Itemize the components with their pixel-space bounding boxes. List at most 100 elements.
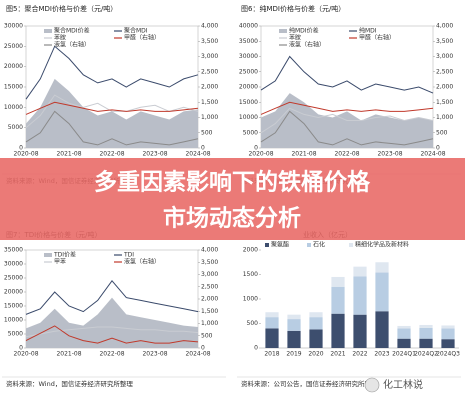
x-tick-label: 2023-08 — [142, 351, 167, 358]
tick-label: 20000 — [4, 63, 23, 70]
bar-segment — [441, 328, 455, 340]
x-tick-label: 2021-08 — [56, 151, 81, 158]
tick-label: 3,000 — [436, 53, 453, 60]
tick-label: 1,000 — [436, 114, 453, 121]
bar-segment — [265, 328, 279, 348]
legend-label: 甲醛（右轴） — [124, 34, 160, 42]
bar-segment — [309, 329, 323, 348]
x-tick-label: 2024Q2 — [414, 351, 438, 358]
chart-title: 图6：纯MDI价格与价差（元/吨） — [241, 4, 345, 13]
legend-label: 纯MDI — [359, 27, 377, 35]
tick-label: 500 — [436, 129, 448, 136]
bar-segment — [309, 317, 323, 330]
tick-label: 500 — [201, 129, 213, 136]
banner-text: 市场动态分析 — [163, 205, 301, 232]
tick-label: 40000 — [239, 23, 258, 30]
legend-label: 聚合MDI — [124, 27, 148, 35]
tick-label: 5000 — [243, 129, 258, 136]
bar-segment — [287, 330, 301, 348]
bar-segment — [375, 311, 389, 348]
bar-segment — [331, 286, 345, 314]
legend-label: 液氯（右轴） — [289, 41, 325, 49]
x-tick-label: 2021-08 — [56, 351, 81, 358]
tick-label: 5000 — [8, 331, 23, 338]
legend-swatch — [44, 253, 52, 257]
line — [260, 107, 434, 134]
tick-label: 0 — [201, 345, 205, 352]
line — [25, 110, 199, 146]
tick-label: 15000 — [4, 84, 23, 91]
tick-label: 20000 — [239, 84, 258, 91]
legend-label: 精细化学品及新材料 — [355, 241, 409, 249]
bar-segment — [309, 312, 323, 318]
legend-label: 石化 — [313, 241, 325, 249]
tick-label: 1,500 — [201, 99, 218, 106]
tick-label: 2,500 — [201, 68, 218, 75]
x-tick-label: 2020 — [308, 351, 323, 358]
legend-label: 聚氨酯 — [271, 241, 289, 249]
banner-text: 多重因素影响下的铁桶价格 — [94, 169, 371, 196]
bar-segment — [287, 314, 301, 320]
x-tick-label: 2021 — [330, 351, 345, 358]
bar-segment — [419, 327, 433, 339]
bar-segment — [331, 313, 345, 348]
tick-label: 25000 — [4, 275, 23, 282]
tick-label: 15000 — [239, 99, 258, 106]
line — [25, 326, 199, 338]
x-tick-label: 2023 — [374, 351, 389, 358]
x-tick-label: 2024Q3 — [436, 351, 460, 358]
tick-label: 35000 — [239, 38, 258, 45]
bar-segment — [353, 266, 367, 277]
tick-label: 30000 — [239, 53, 258, 60]
tick-label: 1000 — [243, 296, 258, 303]
x-tick-label: 2024-08 — [185, 151, 210, 158]
tick-label: 1500 — [243, 271, 258, 278]
line — [25, 101, 199, 115]
legend-label: 甲醛（右轴） — [359, 34, 395, 42]
tick-label: 20000 — [4, 289, 23, 296]
tick-label: 10000 — [4, 317, 23, 324]
legend-swatch — [265, 243, 269, 247]
watermark: 化工林说 — [383, 378, 423, 391]
tick-label: 3,500 — [201, 259, 218, 266]
x-tick-label: 2022-08 — [334, 151, 359, 158]
tick-label: 2,000 — [201, 84, 218, 91]
legend-label: 苯胺 — [54, 34, 66, 42]
legend-label: 甲苯 — [54, 258, 66, 266]
legend-label: TDI — [123, 252, 134, 259]
bar-segment — [353, 314, 367, 348]
bar-segment — [397, 325, 411, 329]
tick-label: 1,500 — [436, 99, 453, 106]
legend-swatch — [44, 29, 52, 33]
tick-label: 0 — [19, 345, 23, 352]
tick-label: 1,000 — [201, 114, 218, 121]
tick-label: 0 — [254, 345, 258, 352]
tick-label: 30000 — [4, 23, 23, 30]
line — [25, 279, 199, 315]
bar-segment — [419, 324, 433, 328]
watermark-icon — [364, 377, 380, 393]
bar-segment — [375, 262, 389, 273]
tick-label: 0 — [201, 145, 205, 152]
area — [26, 78, 198, 148]
bar-segment — [353, 276, 367, 315]
banner — [0, 158, 465, 240]
source-note: 资料来源：Wind，国信证券经济研究所整理 — [6, 379, 133, 388]
tick-label: 1,000 — [201, 320, 218, 327]
tick-label: 1,500 — [201, 308, 218, 315]
line — [260, 55, 434, 94]
line — [25, 45, 199, 100]
tick-label: 35000 — [4, 247, 23, 254]
tick-label: 3,500 — [436, 38, 453, 45]
bar-segment — [397, 328, 411, 339]
chart-title: 图5：聚合MDI价格与价差（元/吨） — [6, 4, 117, 13]
x-tick-label: 2023-08 — [142, 151, 167, 158]
area — [26, 297, 198, 348]
tick-label: 4,000 — [436, 23, 453, 30]
x-tick-label: 2024-08 — [185, 351, 210, 358]
tick-label: 2,000 — [436, 84, 453, 91]
tick-label: 2,500 — [201, 283, 218, 290]
tick-label: 500 — [201, 332, 213, 339]
legend-label: 液氯（右轴） — [54, 41, 90, 49]
bar-segment — [441, 325, 455, 329]
